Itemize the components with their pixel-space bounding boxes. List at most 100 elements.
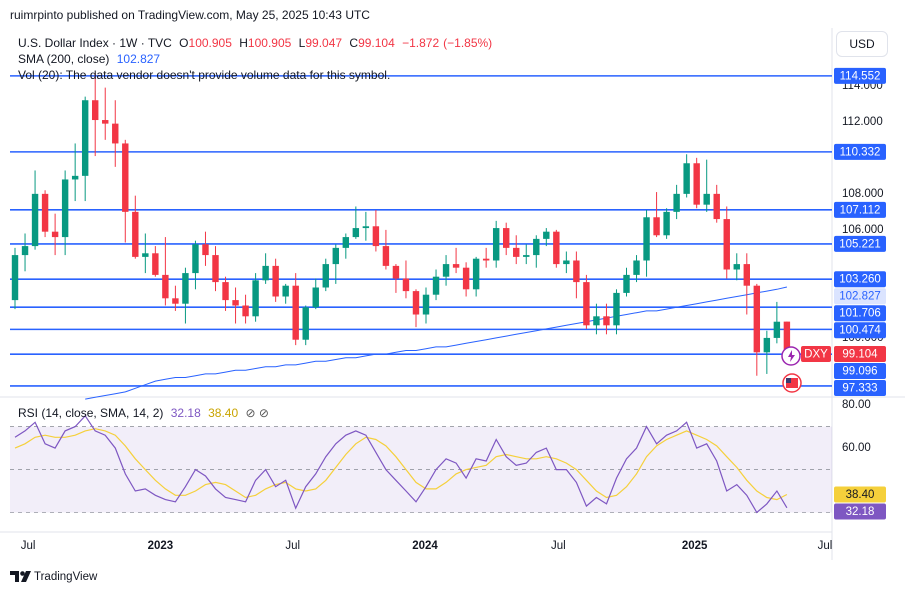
x-tick-label: 2024 [412,540,438,552]
candle-body [593,316,600,326]
x-tick-label: 2025 [682,540,708,552]
sma-legend: SMA (200, close) 102.827 [18,51,164,67]
candle-body [302,307,309,340]
candle-body [633,260,640,275]
candle-body [523,255,530,257]
candle-body [613,292,620,326]
flag-icon-canton [786,378,791,383]
candle-body [653,217,660,236]
candle-body [783,321,791,355]
candle-body [282,285,289,297]
candle-body [663,211,670,236]
rsi-legend: RSI (14, close, SMA, 14, 2) 32.18 38.40 … [18,405,273,421]
candle-body [422,294,430,315]
legend-icons: ⊘ ⊘ [245,406,269,420]
candle-body [292,285,299,340]
candle-body [693,163,700,205]
candle-body [182,273,189,304]
rsi-sma-label-box [834,486,886,503]
candle-body [212,255,219,283]
level-label-box [834,143,886,160]
candle-body [643,217,650,261]
candle-body [262,265,269,281]
change: −1.872 [402,36,440,50]
candle-body [81,100,89,176]
candle-body [723,219,730,270]
candle-body [482,258,490,261]
level-label-box [834,201,886,218]
candle-body [763,337,771,353]
candle-body [412,291,420,315]
symbol-tag-box [801,346,831,363]
candle-body [753,285,761,353]
y-tick-label: 80.00 [842,399,871,411]
level-label-box [834,363,886,380]
candle-body [703,193,710,205]
level-label: 103.260 [839,274,881,286]
candle-body [51,231,59,238]
candle-body [71,175,79,180]
candle-body [502,228,510,248]
candle-body [152,253,159,275]
candle-body [21,246,29,256]
rsi-title: RSI (14, close, SMA, 14, 2) [18,406,164,420]
candle-body [402,278,410,292]
candle-body [322,264,329,288]
ohlc-value: 100.905 [188,36,232,50]
candle-body [112,123,119,144]
ohlc-key: O [179,36,189,50]
change-percent: (−1.85%) [443,36,493,50]
level-label-box [834,305,886,322]
candle-body [362,226,370,229]
candle-body [342,237,350,248]
level-label: 100.474 [839,325,881,337]
ohlc-key: C [349,36,359,50]
level-label-box [834,271,886,288]
level-label: 97.333 [842,383,877,395]
candle-body [242,305,249,317]
level-label: 99.096 [842,366,877,378]
y-tick-label: 108.000 [842,188,884,200]
sma-label-box [834,288,886,305]
currency-button[interactable]: USD [836,31,888,57]
candle-body [102,120,109,124]
publisher-note: ruimrpinto published on TradingView.com,… [10,8,370,22]
candle-body [743,264,751,286]
ohlc-value: 99.047 [305,36,343,50]
candle-body [222,282,229,301]
rsi-sma-label: 38.40 [846,489,875,501]
x-tick-label: Jul [285,540,300,552]
candle-body [61,179,69,238]
candle-body [442,264,450,277]
x-tick-label: 2023 [148,540,174,552]
candle-body [132,211,139,257]
candle-body [192,244,199,274]
symbol-title: U.S. Dollar Index · 1W · TVC [18,36,172,50]
x-tick-label: Jul [818,540,833,552]
brand-name: TradingView [34,571,98,583]
sma-title: SMA (200, close) [18,52,110,66]
candle-body [272,265,279,297]
candle-body [492,228,500,261]
symbol-legend: U.S. Dollar Index · 1W · TVC O100.905 H1… [18,35,496,51]
sma-line [85,286,788,400]
candle-body [122,143,129,212]
ohlc-value: 100.905 [247,36,292,50]
sma-value: 102.827 [116,52,161,66]
rsi-value: 32.18 [170,406,201,420]
candle-body [31,193,39,247]
level-label-box [834,380,886,397]
ohlc-key: L [298,36,306,50]
candle-body [563,260,570,265]
x-tick-label: Jul [551,540,566,552]
candle-body [683,163,690,194]
event-icon-bolt [788,350,795,362]
level-label: 110.332 [840,146,881,158]
candle-body [91,100,99,121]
candle-body [382,246,390,266]
level-label-box [834,67,886,84]
last-price-label-box [834,346,886,363]
candle-body [573,260,580,283]
x-tick-label: Jul [21,540,36,552]
